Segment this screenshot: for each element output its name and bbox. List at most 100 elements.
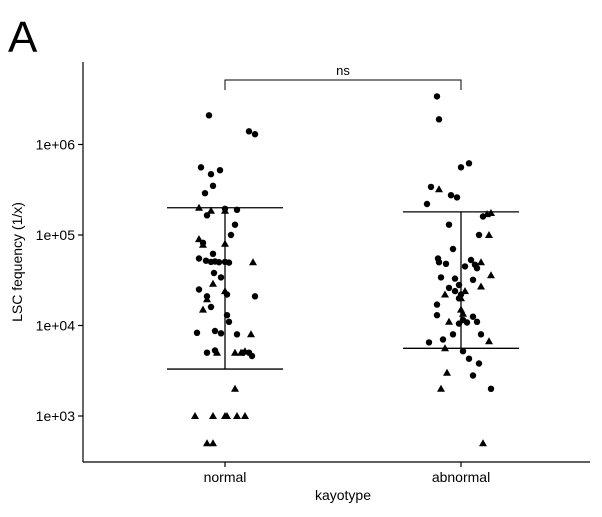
point-triangle-normal: [213, 348, 221, 356]
point-circle-abnormal: [435, 259, 443, 266]
point-triangle-normal: [241, 412, 249, 419]
point-circle-abnormal: [451, 275, 459, 282]
point-circle-normal: [207, 303, 215, 311]
point-triangle-abnormal: [485, 337, 493, 345]
point-circle-normal: [193, 329, 201, 336]
point-circle-normal: [210, 269, 218, 277]
point-circle-normal: [202, 257, 210, 264]
point-circle-normal: [203, 349, 211, 356]
point-circle-normal: [231, 221, 239, 228]
point-circle-abnormal: [469, 276, 477, 283]
point-circle-normal: [227, 231, 235, 239]
point-triangle-abnormal: [435, 185, 443, 193]
point-triangle-normal: [231, 348, 239, 356]
point-circle-abnormal: [437, 274, 445, 281]
point-circle-abnormal: [439, 336, 447, 343]
y-tick-label: 1e+06: [36, 137, 76, 153]
summary-bars: [167, 207, 519, 370]
point-circle-abnormal: [475, 360, 483, 367]
x-tick-label-abnormal: abnormal: [432, 469, 490, 485]
y-tick-label: 1e+04: [36, 318, 76, 334]
point-circle-abnormal: [463, 319, 471, 326]
x-axis-ticks: normal abnormal: [204, 462, 490, 485]
point-circle-abnormal: [457, 164, 465, 171]
point-circle-abnormal: [473, 318, 481, 325]
point-triangle-normal: [247, 330, 255, 338]
point-triangle-normal: [209, 439, 217, 447]
point-circle-abnormal: [449, 245, 457, 253]
significance-bracket-line: [224, 79, 462, 90]
point-triangle-normal: [231, 384, 239, 392]
point-circle-abnormal: [475, 231, 483, 239]
point-triangle-abnormal: [485, 231, 493, 238]
point-circle-abnormal: [451, 287, 459, 295]
point-circle-normal: [209, 250, 217, 257]
point-circle-normal: [195, 286, 203, 293]
point-circle-normal: [251, 293, 259, 300]
point-triangle-abnormal: [483, 210, 491, 218]
point-circle-abnormal: [459, 348, 467, 355]
point-circle-normal: [207, 171, 215, 178]
point-triangle-normal: [209, 279, 217, 287]
point-circle-abnormal: [453, 194, 461, 201]
point-triangle-normal: [207, 206, 215, 214]
point-triangle-normal: [237, 348, 245, 356]
point-circle-abnormal: [435, 116, 443, 123]
point-circle-normal: [217, 330, 225, 337]
point-triangle-normal: [223, 412, 231, 419]
point-circle-abnormal: [433, 301, 441, 308]
point-circle-normal: [205, 112, 213, 119]
point-circle-normal: [217, 274, 225, 281]
point-triangle-normal: [233, 412, 241, 419]
y-tick-label: 1e+05: [36, 227, 76, 243]
significance-label: ns: [336, 63, 350, 78]
point-triangle-normal: [249, 258, 257, 266]
point-circle-normal: [225, 318, 233, 325]
point-circle-normal: [201, 190, 209, 197]
point-circle-abnormal: [461, 263, 469, 270]
point-circle-abnormal: [469, 313, 477, 320]
point-circle-abnormal: [477, 331, 485, 338]
x-tick-label-normal: normal: [204, 469, 247, 485]
y-tick-label: 1e+03: [36, 408, 76, 424]
point-circle-abnormal: [433, 93, 441, 100]
point-triangle-abnormal: [443, 368, 451, 376]
point-triangle-normal: [191, 412, 199, 419]
point-triangle-abnormal: [487, 271, 495, 279]
y-axis-label: LSC fequency (1/x): [9, 202, 25, 322]
point-triangle-normal: [199, 305, 207, 313]
point-circle-normal: [251, 131, 259, 138]
point-circle-abnormal: [469, 372, 477, 379]
point-triangle-abnormal: [477, 282, 485, 290]
point-circle-normal: [233, 331, 241, 338]
point-circle-abnormal: [442, 260, 450, 267]
point-circle-abnormal: [487, 385, 495, 392]
point-circle-normal: [225, 259, 233, 266]
point-triangle-abnormal: [461, 287, 469, 295]
point-circle-normal: [245, 128, 253, 135]
point-circle-normal: [195, 255, 203, 262]
point-circle-abnormal: [433, 312, 441, 319]
point-circle-normal: [209, 182, 217, 189]
data-points: [191, 93, 495, 447]
point-circle-abnormal: [465, 355, 473, 362]
point-circle-normal: [215, 259, 223, 266]
point-circle-normal: [216, 167, 224, 174]
point-triangle-abnormal: [479, 439, 487, 447]
point-triangle-normal: [203, 295, 211, 303]
point-triangle-abnormal: [441, 290, 449, 298]
point-circle-normal: [197, 164, 205, 171]
point-triangle-normal: [203, 439, 211, 447]
panel-label: A: [8, 13, 38, 62]
point-circle-abnormal: [465, 160, 473, 167]
point-circle-abnormal: [449, 331, 457, 338]
point-circle-abnormal: [423, 200, 431, 208]
point-triangle-abnormal: [477, 258, 485, 266]
point-circle-abnormal: [425, 339, 433, 346]
point-triangle-normal: [199, 240, 207, 248]
point-triangle-normal: [195, 235, 203, 243]
significance-bracket: ns: [224, 63, 462, 90]
point-circle-abnormal: [467, 256, 475, 264]
point-triangle-abnormal: [445, 317, 453, 325]
